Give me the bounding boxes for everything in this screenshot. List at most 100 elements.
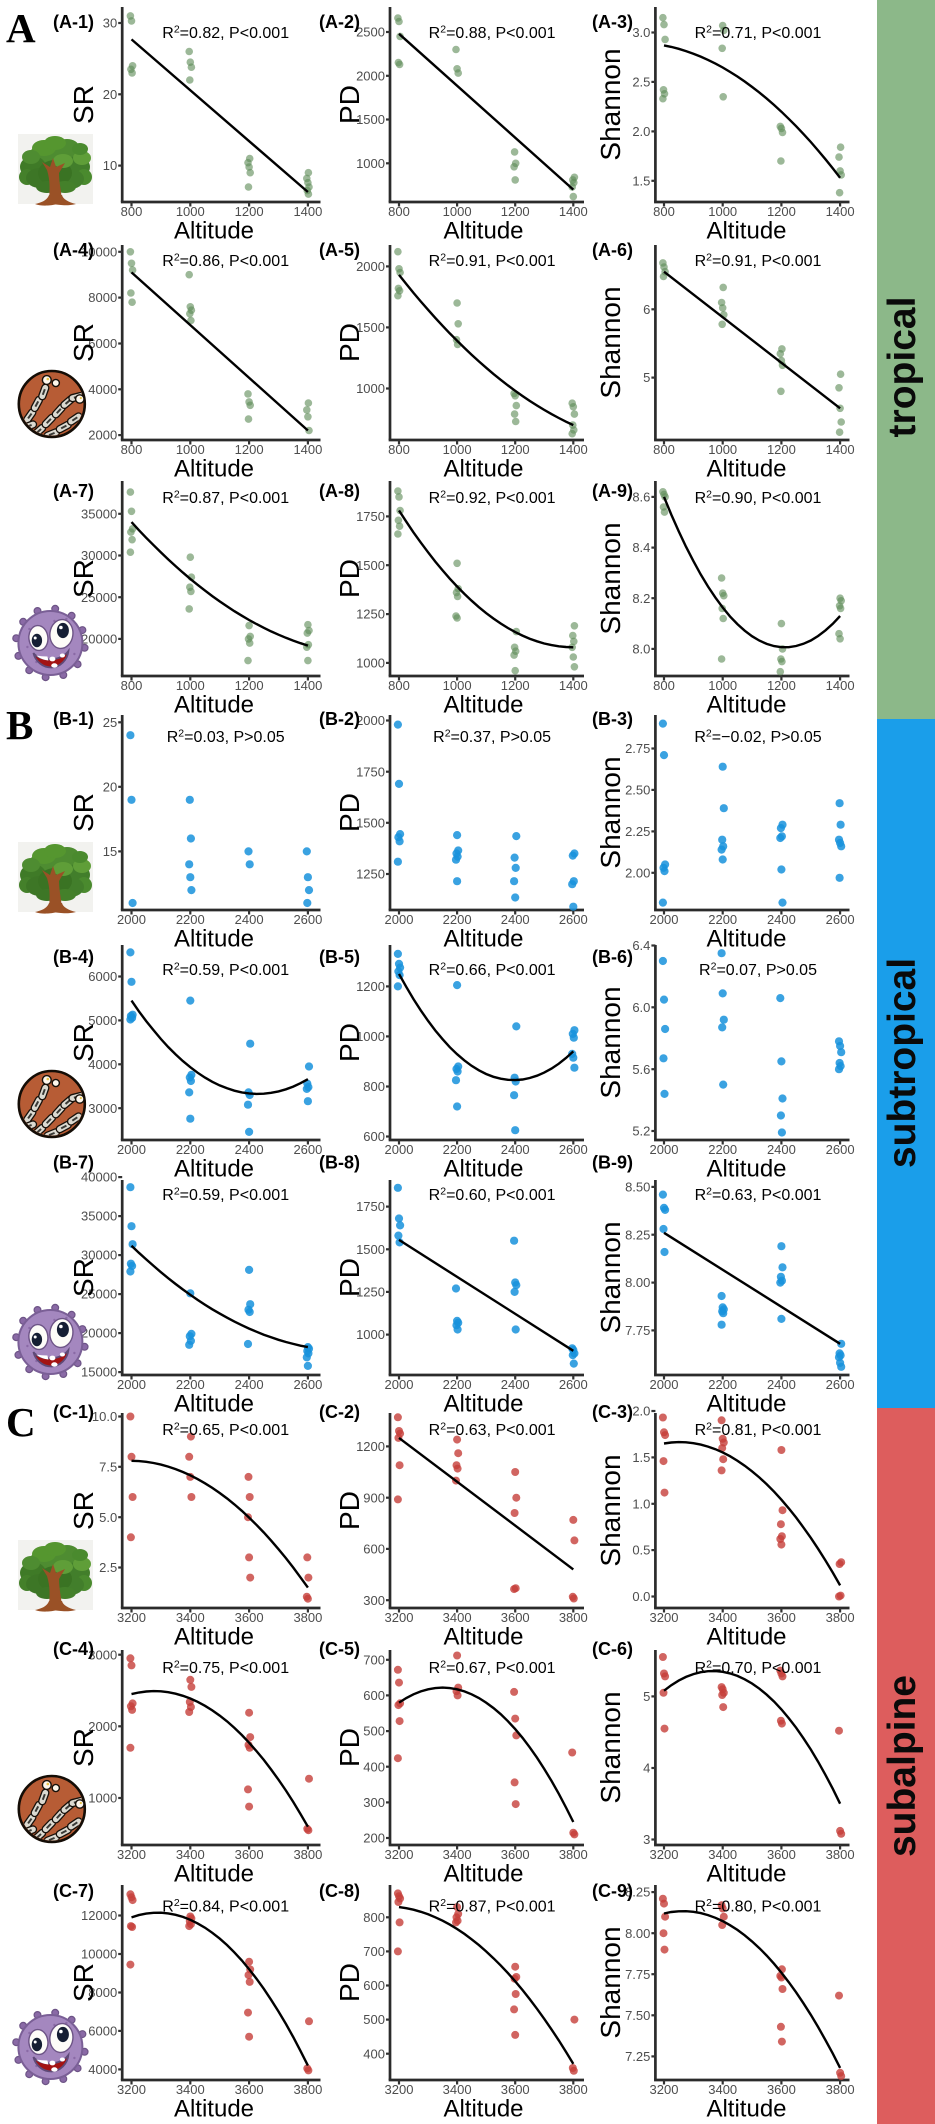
svg-text:2000: 2000 <box>117 912 146 927</box>
svg-text:(C-8): (C-8) <box>319 1881 360 1901</box>
svg-text:subtropical: subtropical <box>881 958 924 1168</box>
svg-text:SR: SR <box>68 793 99 832</box>
svg-text:0.0: 0.0 <box>632 1589 650 1604</box>
svg-text:7.50: 7.50 <box>625 2008 650 2023</box>
svg-text:8.00: 8.00 <box>625 1275 650 1290</box>
svg-text:R2=0.37, P>0.05: R2=0.37, P>0.05 <box>433 728 551 747</box>
svg-text:(A-8): (A-8) <box>319 481 360 501</box>
svg-text:3: 3 <box>643 1832 650 1847</box>
svg-text:3800: 3800 <box>559 1847 588 1862</box>
svg-text:800: 800 <box>653 442 675 457</box>
svg-text:4000: 4000 <box>88 2062 117 2077</box>
svg-text:(C-9): (C-9) <box>592 1881 633 1901</box>
svg-text:1000: 1000 <box>356 156 385 171</box>
svg-text:2400: 2400 <box>235 912 264 927</box>
svg-text:(B-8): (B-8) <box>319 1153 360 1173</box>
svg-text:Altitude: Altitude <box>706 1861 786 1888</box>
svg-text:20000: 20000 <box>81 632 117 647</box>
svg-text:600: 600 <box>363 1542 385 1557</box>
svg-text:10000: 10000 <box>81 244 117 259</box>
svg-text:4: 4 <box>643 1761 650 1776</box>
svg-text:2400: 2400 <box>501 912 530 927</box>
svg-text:(A-6): (A-6) <box>592 240 633 260</box>
svg-text:2200: 2200 <box>443 912 472 927</box>
svg-text:20000: 20000 <box>81 1326 117 1341</box>
svg-text:R2=0.65, P<0.001: R2=0.65, P<0.001 <box>162 1421 289 1440</box>
svg-text:3400: 3400 <box>443 2082 472 2097</box>
svg-text:1.5: 1.5 <box>632 173 650 188</box>
svg-text:C: C <box>6 1399 36 1445</box>
svg-text:2600: 2600 <box>826 1377 855 1392</box>
svg-text:8.4: 8.4 <box>632 540 650 555</box>
svg-text:R2=0.59, P<0.001: R2=0.59, P<0.001 <box>162 1186 289 1205</box>
svg-text:Shannon: Shannon <box>595 48 626 160</box>
svg-text:1200: 1200 <box>501 204 530 219</box>
svg-text:2500: 2500 <box>356 25 385 40</box>
svg-text:1250: 1250 <box>356 1285 385 1300</box>
svg-text:R2=0.03, P>0.05: R2=0.03, P>0.05 <box>167 728 285 747</box>
svg-text:800: 800 <box>363 1079 385 1094</box>
svg-text:3600: 3600 <box>501 1847 530 1862</box>
svg-text:3400: 3400 <box>443 1847 472 1862</box>
svg-text:PD: PD <box>334 559 365 598</box>
svg-text:6000: 6000 <box>88 969 117 984</box>
svg-text:3200: 3200 <box>117 1610 146 1625</box>
svg-text:3600: 3600 <box>235 1610 264 1625</box>
svg-text:Altitude: Altitude <box>706 456 786 483</box>
svg-text:(B-3): (B-3) <box>592 709 633 729</box>
svg-text:B: B <box>6 702 33 748</box>
svg-text:3200: 3200 <box>385 2082 414 2097</box>
svg-text:(C-2): (C-2) <box>319 1402 360 1422</box>
svg-text:3800: 3800 <box>826 2082 855 2097</box>
svg-text:800: 800 <box>121 442 143 457</box>
svg-text:1000: 1000 <box>356 1029 385 1044</box>
svg-text:1000: 1000 <box>176 678 205 693</box>
svg-text:3200: 3200 <box>117 1847 146 1862</box>
svg-text:Altitude: Altitude <box>443 218 523 245</box>
svg-text:R2=0.81, P<0.001: R2=0.81, P<0.001 <box>695 1421 822 1440</box>
svg-text:25000: 25000 <box>81 1287 117 1302</box>
svg-text:3400: 3400 <box>176 1847 205 1862</box>
svg-text:400: 400 <box>363 2046 385 2061</box>
svg-text:2.5: 2.5 <box>99 1560 117 1575</box>
svg-text:2200: 2200 <box>176 1377 205 1392</box>
svg-text:10000: 10000 <box>81 1947 117 1962</box>
svg-text:3.0: 3.0 <box>632 25 650 40</box>
svg-text:1000: 1000 <box>443 204 472 219</box>
svg-text:2400: 2400 <box>767 912 796 927</box>
svg-text:2400: 2400 <box>767 1142 796 1157</box>
svg-text:30000: 30000 <box>81 1248 117 1263</box>
svg-text:R2=0.60, P<0.001: R2=0.60, P<0.001 <box>429 1186 556 1205</box>
svg-text:1200: 1200 <box>767 204 796 219</box>
svg-text:3600: 3600 <box>501 2082 530 2097</box>
svg-text:30000: 30000 <box>81 548 117 563</box>
svg-text:700: 700 <box>363 1652 385 1667</box>
svg-text:(C-5): (C-5) <box>319 1639 360 1659</box>
svg-text:1500: 1500 <box>356 1242 385 1257</box>
svg-text:PD: PD <box>334 793 365 832</box>
svg-text:3800: 3800 <box>293 2082 322 2097</box>
svg-text:R2=0.71, P<0.001: R2=0.71, P<0.001 <box>695 24 822 43</box>
svg-text:(A-4): (A-4) <box>53 240 94 260</box>
svg-text:PD: PD <box>334 1963 365 2002</box>
svg-text:R2=0.87, P<0.001: R2=0.87, P<0.001 <box>162 489 289 508</box>
svg-text:R2=0.91, P<0.001: R2=0.91, P<0.001 <box>429 252 556 271</box>
svg-text:1400: 1400 <box>559 678 588 693</box>
svg-text:PD: PD <box>334 323 365 362</box>
svg-text:PD: PD <box>334 1491 365 1530</box>
svg-text:2000: 2000 <box>88 1719 117 1734</box>
svg-text:1200: 1200 <box>501 442 530 457</box>
svg-text:Altitude: Altitude <box>443 1156 523 1183</box>
svg-text:1500: 1500 <box>356 558 385 573</box>
svg-text:900: 900 <box>363 1490 385 1505</box>
svg-text:Shannon: Shannon <box>595 522 626 634</box>
svg-text:Altitude: Altitude <box>706 1391 786 1418</box>
svg-text:2400: 2400 <box>235 1142 264 1157</box>
svg-text:PD: PD <box>334 1023 365 1062</box>
svg-text:2000: 2000 <box>117 1142 146 1157</box>
svg-text:1400: 1400 <box>293 678 322 693</box>
svg-text:Altitude: Altitude <box>706 1624 786 1651</box>
svg-text:2000: 2000 <box>385 1142 414 1157</box>
svg-text:2000: 2000 <box>650 1377 679 1392</box>
svg-text:8.25: 8.25 <box>625 1227 650 1242</box>
